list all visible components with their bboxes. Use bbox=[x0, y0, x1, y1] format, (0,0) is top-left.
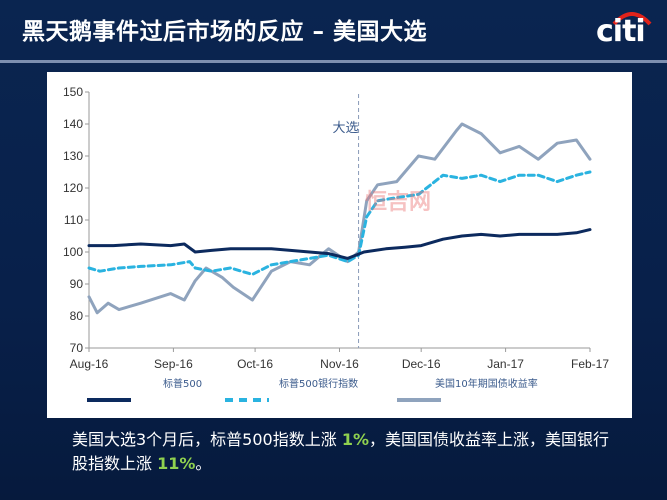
x-tick-label: Sep-16 bbox=[154, 357, 193, 371]
chart-panel: 70 80 90 100 110 120 130 140 150 Aug-16 Sep-16 Oct-… bbox=[47, 72, 632, 418]
x-tick-label: Dec-16 bbox=[402, 357, 441, 371]
caption-text-2: ，美国国债收益率上涨，美国银行股指数上涨 bbox=[72, 430, 609, 473]
x-tick-label: Jan-17 bbox=[487, 357, 524, 371]
series-line-2 bbox=[87, 122, 592, 315]
legend-label-2: 美国10年期国债收益率 bbox=[435, 377, 538, 390]
y-tick-label: 90 bbox=[70, 277, 84, 291]
caption: 美国大选3个月后，标普500指数上涨 1%，美国国债收益率上涨，美国银行股指数上… bbox=[72, 428, 612, 476]
election-annotation: 大选 bbox=[333, 121, 359, 136]
y-tick-label: 110 bbox=[64, 213, 83, 227]
title-divider bbox=[0, 60, 667, 63]
x-tick-label: Nov-16 bbox=[320, 357, 359, 371]
legend-label-0: 标普500 bbox=[163, 377, 202, 390]
x-tick-label: Aug-16 bbox=[70, 357, 109, 371]
line-chart: 70 80 90 100 110 120 130 140 150 Aug-16 Sep-16 Oct-… bbox=[63, 85, 609, 402]
legend-label-1: 标普500银行指数 bbox=[279, 377, 358, 390]
caption-text-3: 。 bbox=[195, 454, 212, 473]
y-tick-label: 150 bbox=[63, 85, 83, 99]
caption-pct-banks: 11% bbox=[157, 454, 196, 473]
slide-title: 黑天鹅事件过后市场的反应 – 美国大选 bbox=[22, 19, 428, 45]
y-tick-label: 70 bbox=[70, 341, 84, 355]
y-tick-label: 130 bbox=[63, 149, 83, 163]
y-tick-label: 140 bbox=[63, 117, 83, 131]
y-tick-label: 120 bbox=[63, 181, 83, 195]
x-tick-label: Oct-16 bbox=[237, 357, 273, 371]
watermark: 恒吉网 bbox=[365, 190, 432, 215]
caption-pct-sp500: 1% bbox=[341, 430, 369, 449]
citi-arc-icon bbox=[612, 12, 652, 26]
caption-text-1: 美国大选3个月后，标普500指数上涨 bbox=[72, 430, 342, 449]
series-line-0 bbox=[87, 228, 592, 260]
y-tick-label: 80 bbox=[70, 309, 84, 323]
series-line-1 bbox=[87, 170, 592, 276]
y-tick-label: 100 bbox=[63, 245, 83, 259]
citi-logo: citi bbox=[596, 14, 646, 49]
x-tick-label: Feb-17 bbox=[571, 357, 609, 371]
